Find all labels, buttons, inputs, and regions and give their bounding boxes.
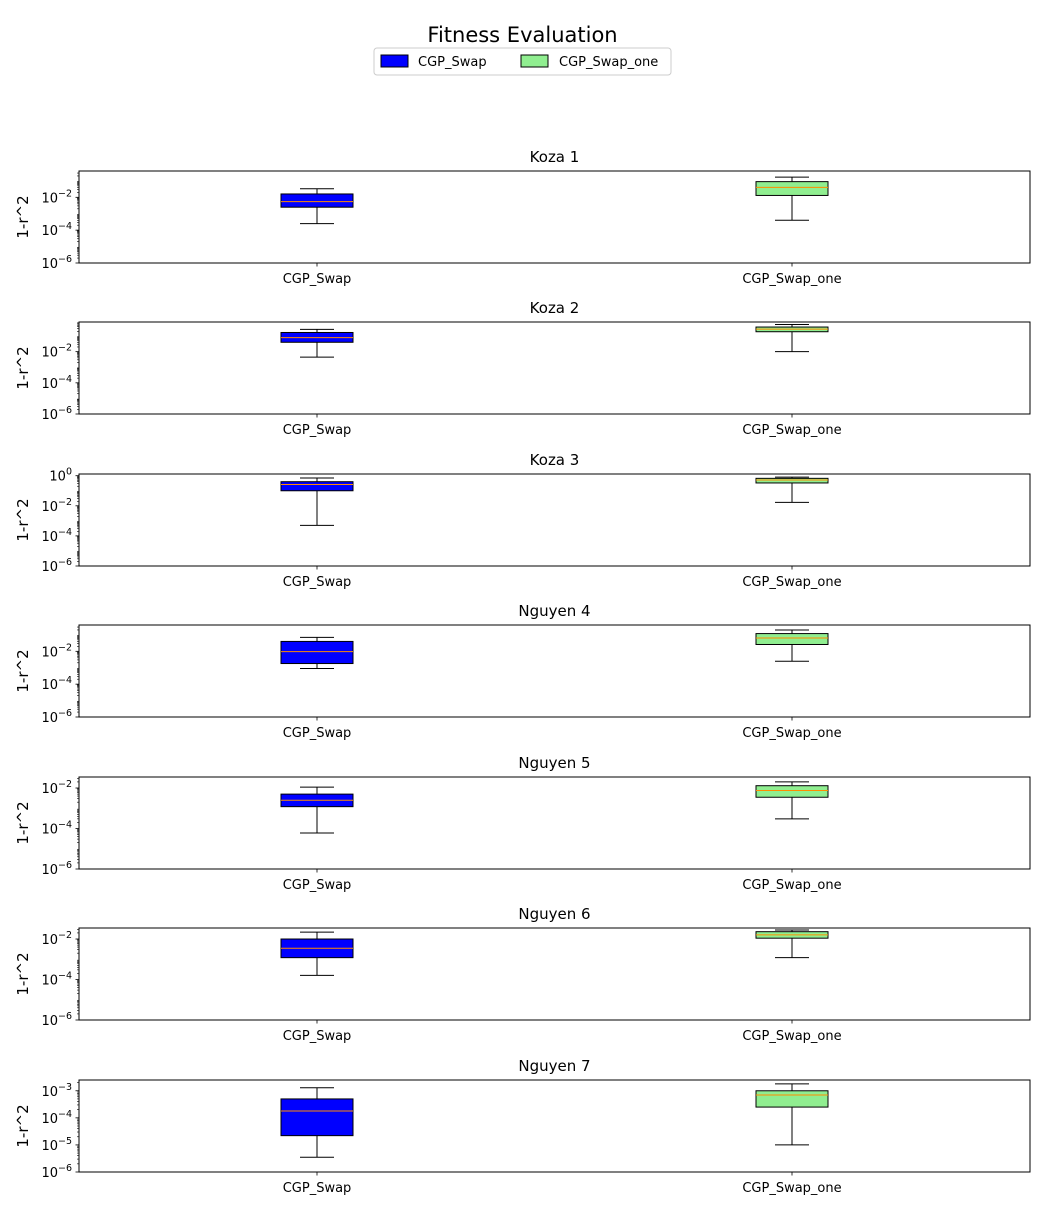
legend-label-cgp-swap: CGP_Swap — [418, 55, 487, 70]
box-cgp-swap — [280, 188, 354, 225]
axes-frame — [78, 170, 1031, 264]
y-tick-label: 10−5 — [41, 1136, 72, 1154]
box-cgp-swap-one — [755, 324, 829, 353]
box-cgp-swap-one — [755, 1083, 829, 1146]
y-tick-label: 10−4 — [41, 221, 72, 239]
x-tick-label: CGP_Swap — [283, 423, 352, 438]
legend: CGP_Swap CGP_Swap_one — [373, 47, 672, 76]
box-cgp-swap-one — [755, 929, 829, 959]
y-tick-label: 10−6 — [41, 708, 72, 726]
y-tick-label: 10−3 — [41, 1082, 72, 1100]
box-cgp-swap-one — [755, 629, 829, 662]
subplot-nguyen-7: Nguyen 7 10−6 10−5 10−4 10−3 1-r^2 CGP_Swap CGP… — [14, 1057, 1031, 1196]
legend-swatch-cgp-swap — [380, 54, 409, 68]
x-tick-label: CGP_Swap_one — [742, 1181, 841, 1196]
box-cgp-swap — [280, 328, 354, 358]
subplot-title: Koza 1 — [530, 148, 580, 166]
figure-title: Fitness Evaluation — [427, 23, 617, 47]
box-body — [280, 193, 354, 208]
y-tick-label: 10−2 — [41, 188, 72, 206]
x-tick-label: CGP_Swap_one — [742, 878, 841, 893]
subplots: Koza 1 10−6 10−4 10−2 1-r^2 CGP_Swap CGP_Swap_… — [14, 148, 1031, 1196]
x-tick-label: CGP_Swap — [283, 726, 352, 741]
subplot-title: Koza 2 — [530, 299, 580, 317]
y-axis-label: 1-r^2 — [14, 1104, 32, 1147]
y-tick-label: 10−6 — [41, 405, 72, 423]
subplot-title: Nguyen 7 — [518, 1057, 590, 1075]
box-cgp-swap-one — [755, 476, 829, 503]
y-tick-label: 10−4 — [41, 527, 72, 545]
y-axis-label: 1-r^2 — [14, 952, 32, 995]
y-axis-label: 1-r^2 — [14, 649, 32, 692]
y-tick-label: 10−2 — [41, 930, 72, 948]
y-tick-label: 10−6 — [41, 254, 72, 272]
subplot-title: Koza 3 — [530, 451, 580, 469]
y-tick-label: 10−2 — [41, 779, 72, 797]
subplot-title: Nguyen 6 — [518, 905, 590, 923]
subplot-title: Nguyen 5 — [518, 754, 590, 772]
y-tick-label: 10−2 — [41, 497, 72, 515]
subplot-nguyen-4: Nguyen 4 10−6 10−4 10−2 1-r^2 CGP_Swap CGP_Swa… — [14, 602, 1031, 741]
box-body — [755, 477, 829, 484]
box-cgp-swap — [280, 931, 354, 976]
subplot-title: Nguyen 4 — [518, 602, 590, 620]
box-cgp-swap — [280, 1087, 354, 1158]
y-axis-label: 1-r^2 — [14, 801, 32, 844]
box-body — [280, 481, 354, 492]
y-tick-label: 10−4 — [41, 675, 72, 693]
box-body — [755, 1090, 829, 1108]
axes-frame — [78, 927, 1031, 1021]
subplot-nguyen-6: Nguyen 6 10−6 10−4 10−2 1-r^2 CGP_Swap CGP_Swa… — [14, 905, 1031, 1044]
x-tick-label: CGP_Swap — [283, 272, 352, 287]
x-tick-label: CGP_Swap — [283, 1181, 352, 1196]
axes-frame — [78, 1079, 1031, 1173]
y-tick-label: 10−2 — [41, 343, 72, 361]
x-tick-label: CGP_Swap — [283, 1029, 352, 1044]
y-tick-label: 10−6 — [41, 1011, 72, 1029]
x-tick-label: CGP_Swap_one — [742, 1029, 841, 1044]
y-axis-label: 1-r^2 — [14, 195, 32, 238]
legend-swatch-cgp-swap-one — [520, 54, 549, 68]
axes-frame — [78, 473, 1031, 567]
axes-frame — [78, 624, 1031, 718]
y-tick-label: 10−6 — [41, 1163, 72, 1181]
x-tick-label: CGP_Swap — [283, 878, 352, 893]
box-cgp-swap — [280, 477, 354, 526]
box-body — [280, 640, 354, 665]
axes-frame — [78, 321, 1031, 415]
y-tick-label: 10−4 — [41, 374, 72, 392]
subplot-koza-3: Koza 3 10−6 10−4 10−2 100 1-r^2 CGP_Swap CGP_Sw… — [14, 451, 1031, 590]
subplot-koza-2: Koza 2 10−6 10−4 10−2 1-r^2 CGP_Swap CGP_Swap_… — [14, 299, 1031, 438]
box-body — [755, 181, 829, 196]
x-tick-label: CGP_Swap_one — [742, 423, 841, 438]
box-cgp-swap — [280, 636, 354, 669]
x-tick-label: CGP_Swap_one — [742, 726, 841, 741]
y-axis-label: 1-r^2 — [14, 498, 32, 541]
box-cgp-swap — [280, 786, 354, 834]
box-body — [755, 785, 829, 798]
subplot-nguyen-5: Nguyen 5 10−6 10−4 10−2 1-r^2 CGP_Swap CGP_Swa… — [14, 754, 1031, 893]
y-tick-label: 10−4 — [41, 971, 72, 989]
subplot-koza-1: Koza 1 10−6 10−4 10−2 1-r^2 CGP_Swap CGP_Swap_… — [14, 148, 1031, 287]
legend-label-cgp-swap-one: CGP_Swap_one — [559, 55, 658, 70]
y-tick-label: 10−4 — [41, 1109, 72, 1127]
x-tick-label: CGP_Swap_one — [742, 575, 841, 590]
box-body — [280, 1098, 354, 1137]
x-tick-label: CGP_Swap — [283, 575, 352, 590]
x-tick-label: CGP_Swap_one — [742, 272, 841, 287]
axes-frame — [78, 776, 1031, 870]
y-tick-label: 10−2 — [41, 642, 72, 660]
y-tick-label: 100 — [49, 467, 72, 485]
box-cgp-swap-one — [755, 176, 829, 221]
y-tick-label: 10−6 — [41, 860, 72, 878]
box-cgp-swap-one — [755, 781, 829, 820]
y-tick-label: 10−6 — [41, 557, 72, 575]
y-axis-label: 1-r^2 — [14, 346, 32, 389]
y-tick-label: 10−4 — [41, 820, 72, 838]
box-body — [755, 633, 829, 645]
